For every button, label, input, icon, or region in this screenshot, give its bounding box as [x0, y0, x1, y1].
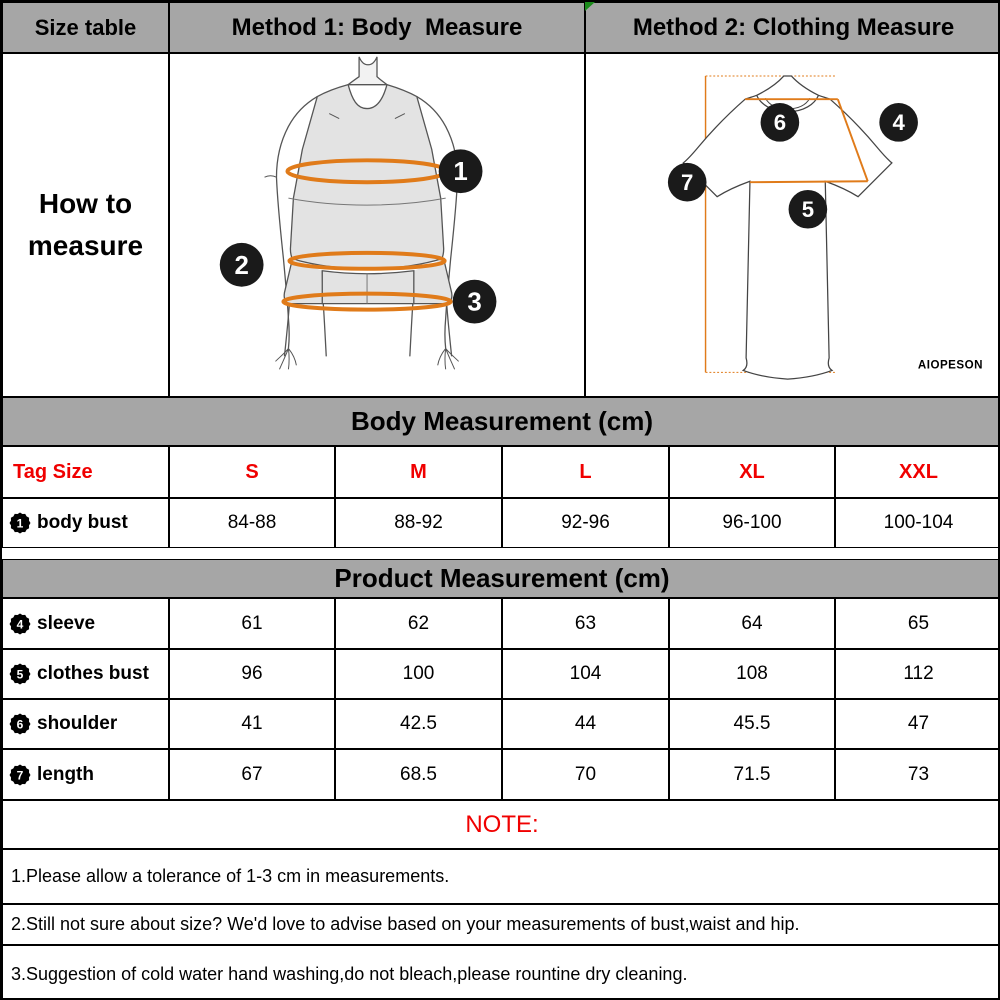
svg-text:4: 4: [892, 110, 905, 135]
svg-text:7: 7: [681, 170, 693, 195]
svg-text:6: 6: [17, 718, 24, 732]
svg-text:5: 5: [17, 668, 24, 682]
svg-text:2: 2: [234, 252, 248, 280]
svg-text:5: 5: [802, 197, 814, 222]
svg-text:1: 1: [453, 158, 467, 186]
svg-text:AIOPESON: AIOPESON: [918, 360, 983, 372]
svg-text:4: 4: [17, 617, 24, 631]
svg-text:6: 6: [774, 110, 786, 135]
svg-text:1: 1: [17, 517, 24, 531]
svg-text:3: 3: [467, 289, 481, 317]
svg-text:7: 7: [17, 768, 24, 782]
